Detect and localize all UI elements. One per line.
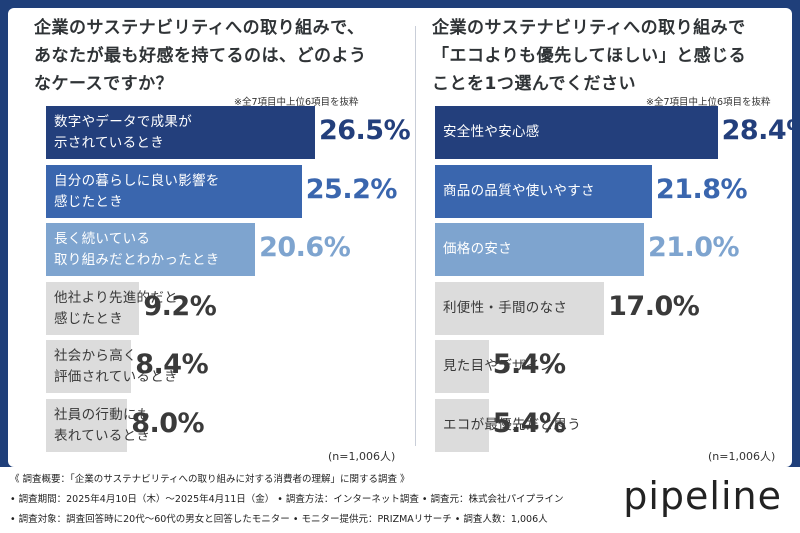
left-title-line: なケースですか？ bbox=[34, 74, 174, 94]
right-bar-row: エコが最優先だと思う 5.4% bbox=[435, 398, 792, 452]
right-title-line: ことを1つ選んでください bbox=[432, 74, 636, 94]
left-sample-size: (n=1,006人) bbox=[328, 450, 396, 463]
right-bar-label: 価格の安さ bbox=[443, 239, 512, 260]
left-note: ※全7項目中上位6項目を抜粋 bbox=[234, 97, 359, 108]
right-bar-label-line: 見た目やデザイン bbox=[443, 358, 554, 374]
left-bar-label-line: 数字やデータで成果が bbox=[54, 114, 192, 130]
left-value-label: 26.5% bbox=[318, 115, 411, 146]
right-bar-row: 安全性や安心感 28.4% bbox=[435, 106, 792, 159]
right-bar-row: 価格の安さ 21.0% bbox=[435, 223, 792, 276]
left-bar-label-line: 他社より先進的だと bbox=[54, 289, 178, 306]
left-bar-row: 自分の暮らしに良い影響を 感じたとき 25.2% bbox=[46, 164, 406, 218]
left-bar-label-line: 社員の行動にも bbox=[54, 406, 151, 423]
panel-divider bbox=[415, 26, 416, 446]
left-bar-label: 社員の行動にも 表れているとき bbox=[54, 405, 151, 447]
right-value-label: 17.0% bbox=[608, 290, 700, 322]
left-bar-label-line: 評価されているとき bbox=[54, 369, 178, 385]
left-bar bbox=[46, 340, 132, 393]
left-value-label: 9.2% bbox=[143, 290, 217, 322]
right-bar-label-line: 商品の品質や使いやすさ bbox=[443, 182, 595, 199]
left-bar bbox=[46, 281, 140, 335]
left-bar-label: 他社より先進的だと 感じたとき bbox=[54, 288, 178, 330]
left-bar-label: 長く続いている取り組みだとわかったとき bbox=[54, 229, 220, 271]
left-bar-label: 自分の暮らしに良い影響を 感じたとき bbox=[54, 171, 220, 213]
left-bar-row: 社会から高く評価されているとき 8.4% bbox=[46, 340, 406, 393]
footer-overview: 《 調査概要：「企業のサステナビリティへの取り組みに対する消費者の理解」に関する… bbox=[10, 474, 410, 485]
left-bar bbox=[46, 223, 256, 276]
left-bar-row: 他社より先進的だと 感じたとき 9.2% bbox=[46, 281, 406, 335]
right-bar-row: 見た目やデザイン 5.4% bbox=[435, 340, 792, 393]
right-bar bbox=[435, 340, 489, 393]
left-bar bbox=[46, 164, 302, 218]
left-bar-label-line: 自分の暮らしに良い影響を bbox=[54, 172, 220, 189]
right-bar bbox=[435, 281, 605, 335]
left-bar bbox=[46, 398, 128, 452]
right-value-label: 5.4% bbox=[492, 407, 566, 439]
left-value-label: 8.4% bbox=[135, 349, 209, 380]
left-bar-row: 数字やデータで成果が 示されているとき 26.5% bbox=[46, 106, 411, 159]
right-bar-label-line: 価格の安さ bbox=[443, 241, 512, 257]
right-bar-label: 商品の品質や使いやすさ bbox=[443, 181, 595, 202]
right-bar-label-line: エコが最優先だと思う bbox=[443, 416, 581, 433]
right-chart-title: 企業のサステナビリティへの取り組みで 「エコよりも優先してほしい」と感じる こと… bbox=[432, 14, 746, 98]
right-bar-label: 利便性・手間のなさ bbox=[443, 298, 567, 319]
left-value-label: 20.6% bbox=[259, 232, 351, 263]
pipeline-logo: pipeline bbox=[623, 474, 782, 518]
left-chart-title: 企業のサステナビリティへの取り組みで、 あなたが最も好感を持てるのは、どのよう … bbox=[34, 14, 367, 98]
left-bar-row: 社員の行動にも 表れているとき 8.0% bbox=[46, 398, 406, 452]
right-title-line: 企業のサステナビリティへの取り組みで bbox=[432, 18, 746, 38]
left-bar-label-line: 長く続いている bbox=[54, 231, 151, 247]
left-title-line: 企業のサステナビリティへの取り組みで、 bbox=[34, 18, 365, 38]
left-bar-label-line: 示されているとき bbox=[54, 135, 164, 151]
right-note: ※全7項目中上位6項目を抜粋 bbox=[646, 97, 771, 108]
right-bar-label-line: 利便性・手間のなさ bbox=[443, 299, 568, 316]
right-value-label: 21.0% bbox=[647, 232, 740, 263]
right-bar bbox=[435, 223, 644, 276]
left-bar-label-line: 取り組みだとわかったとき bbox=[54, 252, 220, 268]
right-bar bbox=[435, 106, 718, 159]
right-bar-label: エコが最優先だと思う bbox=[443, 415, 581, 436]
left-bar-row: 長く続いている取り組みだとわかったとき 20.6% bbox=[46, 223, 406, 276]
right-value-label: 21.8% bbox=[655, 173, 748, 205]
right-value-label: 5.4% bbox=[492, 349, 566, 380]
right-bar-label: 見た目やデザイン bbox=[443, 356, 553, 377]
right-sample-size: (n=1,006人) bbox=[708, 450, 776, 463]
left-title-line: あなたが最も好感を持てるのは、どのよう bbox=[34, 46, 367, 66]
right-bar-row: 商品の品質や使いやすさ 21.8% bbox=[435, 164, 792, 218]
right-title-line: 「エコよりも優先してほしい」と感じる bbox=[432, 46, 747, 66]
left-value-label: 25.2% bbox=[305, 173, 398, 205]
right-bar bbox=[435, 398, 489, 452]
right-bar-row: 利便性・手間のなさ 17.0% bbox=[435, 281, 792, 335]
right-bar-label-line: 安全性や安心感 bbox=[443, 124, 540, 140]
survey-footer: 《 調査概要：「企業のサステナビリティへの取り組みに対する消費者の理解」に関する… bbox=[0, 467, 800, 533]
left-bar-label-line: 社会から高く bbox=[54, 348, 137, 364]
footer-period-method: • 調査期間：2025年4月10日（木）〜2025年4月11日（金） • 調査方… bbox=[10, 494, 564, 505]
survey-card: 企業のサステナビリティへの取り組みで、 あなたが最も好感を持てるのは、どのよう … bbox=[8, 8, 792, 467]
left-bar bbox=[46, 106, 315, 159]
right-bar-label: 安全性や安心感 bbox=[443, 122, 540, 143]
right-bar bbox=[435, 164, 652, 218]
left-value-label: 8.0% bbox=[131, 407, 205, 439]
left-bar-label-line: 表れているとき bbox=[54, 427, 151, 444]
right-value-label: 28.4% bbox=[721, 115, 792, 146]
left-bar-label: 数字やデータで成果が 示されているとき bbox=[54, 112, 192, 154]
footer-target: • 調査対象：調査回答時に20代〜60代の男女と回答したモニター • モニター提… bbox=[10, 514, 548, 525]
left-bar-label: 社会から高く評価されているとき bbox=[54, 346, 178, 388]
left-bar-label-line: 感じたとき bbox=[54, 193, 123, 210]
left-bar-label-line: 感じたとき bbox=[54, 310, 123, 327]
